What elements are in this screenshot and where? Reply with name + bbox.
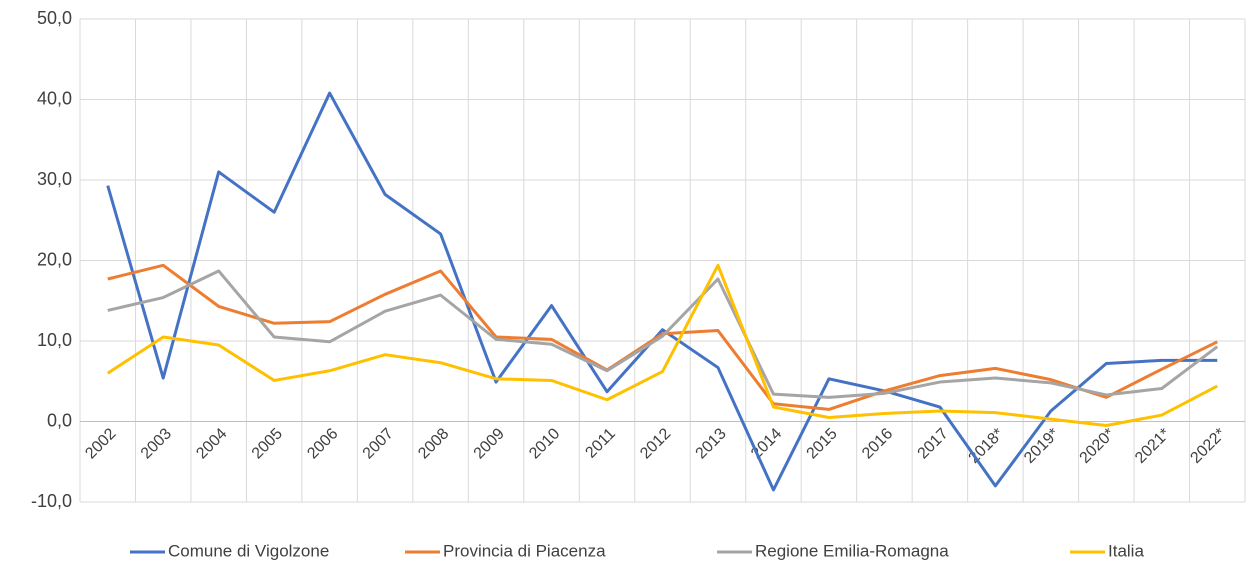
x-tick-label: 2013 bbox=[693, 425, 730, 462]
y-tick-label: 20,0 bbox=[37, 249, 72, 269]
x-tick-label: 2006 bbox=[304, 425, 341, 462]
x-tick-label: 2015 bbox=[804, 425, 841, 462]
x-tick-label: 2007 bbox=[360, 425, 397, 462]
x-tick-label: 2018* bbox=[966, 425, 1008, 467]
y-tick-label: 50,0 bbox=[37, 8, 72, 28]
x-tick-label: 2012 bbox=[637, 425, 674, 462]
series-line bbox=[106, 91, 1218, 492]
x-tick-label: 2016 bbox=[859, 425, 896, 462]
y-tick-label: -10,0 bbox=[31, 491, 72, 511]
x-tick-label: 2008 bbox=[415, 425, 452, 462]
x-tick-label: 2005 bbox=[249, 425, 286, 462]
legend-label: Italia bbox=[1108, 541, 1144, 560]
legend-label: Regione Emilia-Romagna bbox=[755, 541, 949, 560]
x-tick-label: 2021* bbox=[1132, 425, 1174, 467]
x-tick-label: 2022* bbox=[1187, 425, 1229, 467]
x-tick-label: 2020* bbox=[1077, 425, 1119, 467]
x-tick-label: 2010 bbox=[526, 425, 563, 462]
x-tick-label: 2009 bbox=[471, 425, 508, 462]
series-line bbox=[106, 263, 1218, 428]
x-tick-label: 2017 bbox=[915, 425, 952, 462]
x-tick-label: 2019* bbox=[1021, 425, 1063, 467]
x-tick-label: 2003 bbox=[138, 425, 175, 462]
x-tick-label: 2011 bbox=[582, 425, 618, 461]
series-line bbox=[107, 269, 1219, 399]
series-line bbox=[107, 263, 1218, 411]
legend-label: Comune di Vigolzone bbox=[168, 541, 329, 560]
y-tick-label: 30,0 bbox=[37, 169, 72, 189]
x-tick-label: 2004 bbox=[193, 425, 230, 462]
y-tick-label: 40,0 bbox=[37, 88, 72, 108]
legend-label: Provincia di Piacenza bbox=[443, 541, 606, 560]
y-tick-label: 10,0 bbox=[37, 330, 72, 350]
x-tick-label: 2002 bbox=[82, 425, 119, 462]
y-tick-label: 0,0 bbox=[47, 410, 72, 430]
